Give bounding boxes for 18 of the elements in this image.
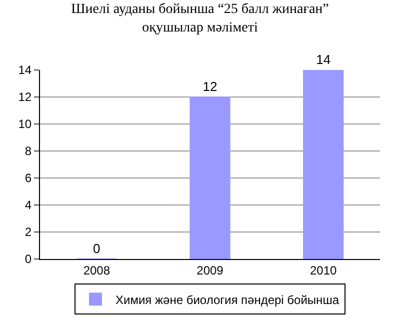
y-tick-label: 10: [18, 117, 32, 132]
data-label: 14: [316, 52, 331, 67]
data-label: 12: [202, 79, 218, 94]
legend-label: Химия және биология пәндері бойынша: [116, 292, 340, 307]
y-tick-label: 6: [24, 171, 32, 186]
y-tick-label: 12: [18, 90, 32, 104]
data-label: 0: [93, 241, 100, 256]
x-tick-label: 2008: [83, 263, 110, 278]
y-tick-label: 14: [18, 63, 32, 78]
bar: [190, 96, 230, 259]
y-tick-label: 2: [24, 225, 32, 240]
y-tick-label: 4: [24, 198, 32, 212]
y-tick-label: 8: [24, 144, 32, 158]
y-tick-label: 0: [24, 252, 32, 266]
x-tick-label: 2010: [310, 263, 337, 278]
x-tick-label: 2009: [196, 263, 224, 278]
bar: [303, 70, 344, 259]
chart-title: Шиелі ауданы бойынша “25 балл жинаған” оқушылар мәліметі: [71, 2, 329, 36]
